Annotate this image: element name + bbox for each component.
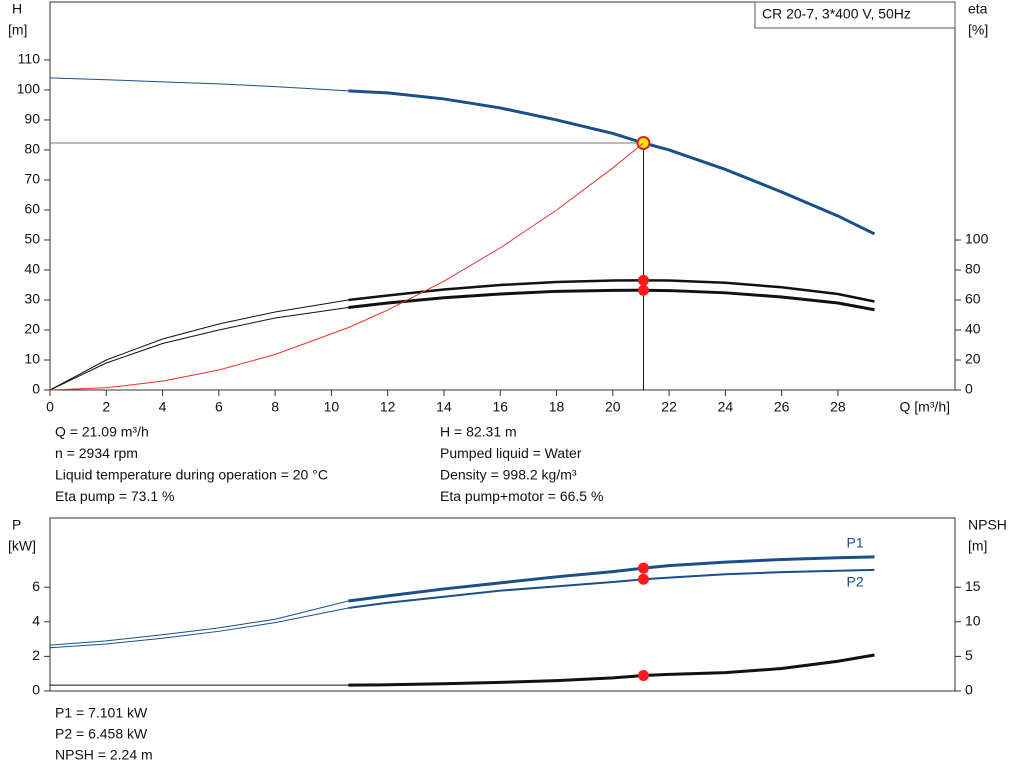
curve	[348, 555, 875, 603]
x-tick-label: 20	[605, 399, 621, 415]
y2-axis-unit: [%]	[968, 22, 988, 38]
duty-marker	[637, 669, 649, 681]
curve	[49, 607, 349, 649]
y2-tick-label: 80	[965, 261, 981, 277]
plot-frame	[49, 517, 956, 692]
info-text: Pumped liquid = Water	[440, 445, 582, 461]
x-tick-label: 16	[492, 399, 508, 415]
y2-tick-label: 0	[965, 381, 973, 397]
info-text: Q = 21.09 m³/h	[55, 424, 149, 440]
y-axis-unit: [m]	[8, 22, 27, 38]
info-text: Liquid temperature during operation = 20…	[55, 467, 328, 483]
y-tick-label: 30	[24, 291, 40, 307]
info-text: H = 82.31 m	[440, 424, 517, 440]
info-text: Eta pump+motor = 66.5 %	[440, 488, 603, 504]
y-axis-label: P	[12, 517, 21, 533]
curve	[49, 77, 349, 92]
y2-tick-label: 40	[965, 321, 981, 337]
duty-marker	[637, 274, 649, 286]
info-text: P1 = 7.101 kW	[55, 705, 148, 721]
curve	[49, 299, 349, 391]
y2-axis-label: eta	[968, 1, 988, 17]
duty-marker	[637, 284, 649, 296]
info-text: NPSH = 2.24 m	[55, 747, 153, 763]
x-tick-label: 12	[380, 399, 396, 415]
curve	[49, 307, 349, 391]
x-tick-label: 2	[102, 399, 110, 415]
y2-tick-label: 20	[965, 351, 981, 367]
y-tick-label: 70	[24, 171, 40, 187]
x-tick-label: 4	[159, 399, 167, 415]
x-tick-label: 0	[46, 399, 54, 415]
curve	[348, 568, 875, 609]
curve	[49, 142, 644, 391]
info-text: Density = 998.2 kg/m³	[440, 467, 577, 483]
y-tick-label: 60	[24, 201, 40, 217]
y-tick-label: 80	[24, 141, 40, 157]
y2-tick-label: 10	[965, 613, 981, 629]
legend-box	[754, 1, 956, 29]
curve	[348, 288, 875, 312]
y-axis-unit: [kW]	[8, 538, 36, 554]
x-tick-label: 18	[549, 399, 565, 415]
y-tick-label: 6	[32, 578, 40, 594]
y-tick-label: 4	[32, 613, 40, 629]
x-tick-label: 28	[830, 399, 846, 415]
y-tick-label: 50	[24, 231, 40, 247]
y2-axis-unit: [m]	[968, 538, 987, 554]
curve	[348, 653, 875, 687]
y-tick-label: 90	[24, 111, 40, 127]
x-tick-label: 24	[718, 399, 734, 415]
x-tick-label: 26	[774, 399, 790, 415]
y-tick-label: 20	[24, 321, 40, 337]
y-tick-label: 110	[18, 51, 41, 67]
info-text: P2 = 6.458 kW	[55, 726, 148, 742]
x-tick-label: 10	[324, 399, 340, 415]
curve	[348, 279, 875, 303]
y2-axis-label: NPSH	[968, 517, 1007, 533]
y-tick-label: 0	[32, 381, 40, 397]
series-label: P2	[847, 574, 864, 590]
y2-tick-label: 60	[965, 291, 981, 307]
x-tick-label: 22	[661, 399, 677, 415]
y2-tick-label: 15	[965, 578, 981, 594]
x-axis-label: Q [m³/h]	[899, 399, 950, 415]
info-text: Eta pump = 73.1 %	[55, 488, 174, 504]
x-tick-label: 14	[436, 399, 452, 415]
x-tick-label: 8	[271, 399, 279, 415]
series-label: P1	[847, 535, 864, 551]
info-text: n = 2934 rpm	[55, 445, 138, 461]
y-tick-label: 2	[32, 647, 40, 663]
plot-frame	[49, 1, 956, 391]
y-tick-label: 10	[24, 351, 40, 367]
duty-marker	[637, 573, 649, 585]
y-tick-label: 0	[32, 682, 40, 698]
chart-title: CR 20-7, 3*400 V, 50Hz	[762, 6, 911, 22]
x-tick-label: 6	[215, 399, 223, 415]
y-axis-label: H	[12, 1, 22, 17]
curve	[49, 600, 349, 646]
y2-tick-label: 100	[965, 231, 989, 247]
curve	[348, 89, 876, 236]
y2-tick-label: 5	[965, 647, 973, 663]
y2-tick-label: 0	[965, 682, 973, 698]
duty-marker	[637, 562, 649, 574]
y-tick-label: 40	[24, 261, 40, 277]
y-tick-label: 100	[17, 81, 41, 97]
